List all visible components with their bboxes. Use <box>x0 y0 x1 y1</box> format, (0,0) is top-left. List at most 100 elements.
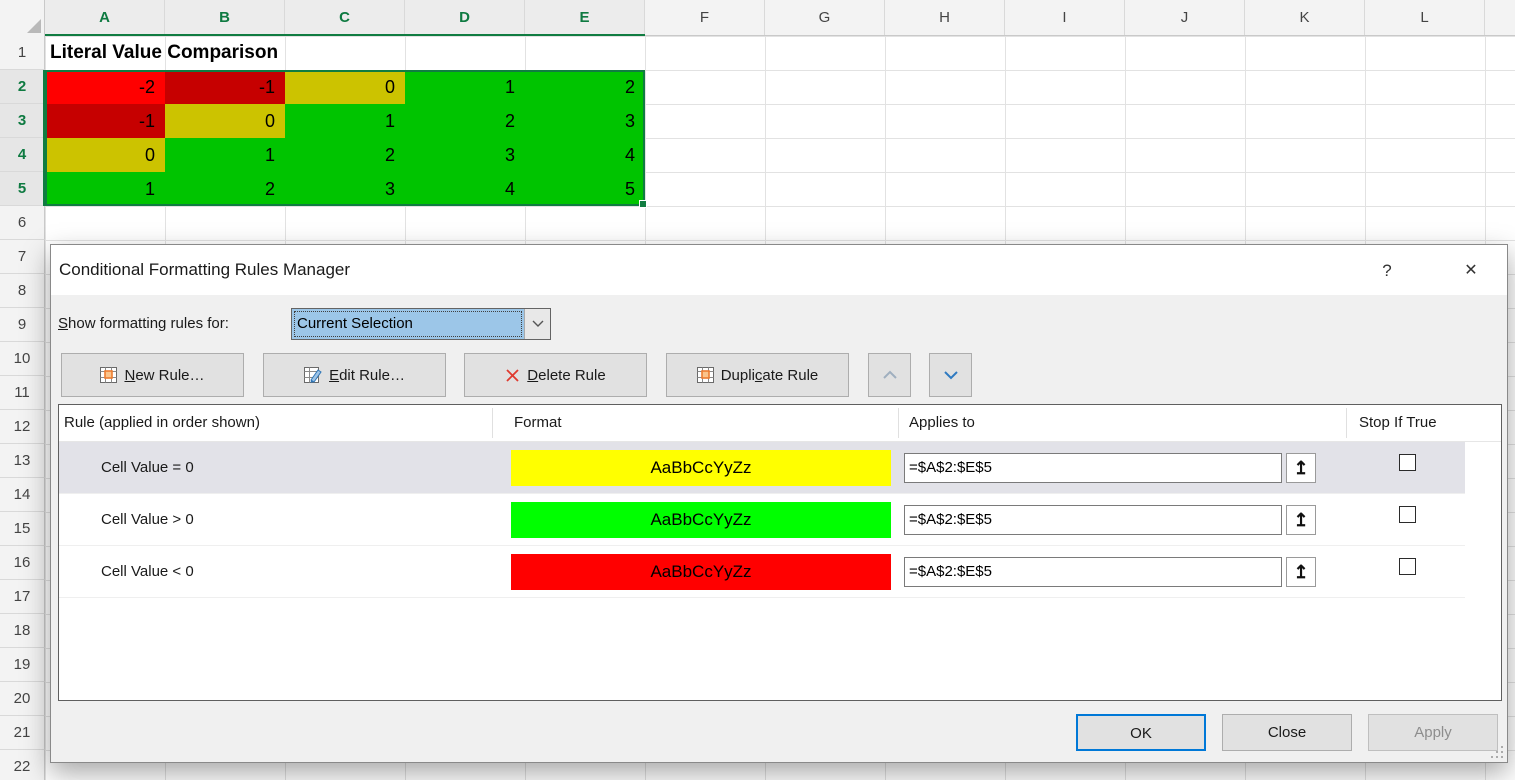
grid-cell[interactable]: 2 <box>405 104 525 138</box>
rules-list: Rule (applied in order shown) Format App… <box>58 404 1502 701</box>
grid-cell[interactable]: -1 <box>165 70 285 104</box>
resize-grip[interactable] <box>1491 746 1504 759</box>
dialog-titlebar[interactable] <box>51 245 1507 295</box>
selected-rows-bar <box>43 70 45 206</box>
range-picker-icon: ↥ <box>1293 562 1309 582</box>
dropdown-arrow-button[interactable] <box>524 309 550 339</box>
grid-cell[interactable]: 0 <box>285 70 405 104</box>
grid-cell[interactable]: 3 <box>525 104 645 138</box>
fill-handle[interactable] <box>639 200 647 208</box>
select-all-triangle-icon <box>27 19 41 33</box>
close-button[interactable]: Close <box>1222 714 1352 751</box>
row-header-6[interactable]: 6 <box>0 206 45 240</box>
row-header-22[interactable]: 22 <box>0 750 45 780</box>
row-header-10[interactable]: 10 <box>0 342 45 376</box>
chevron-up-icon <box>882 370 897 379</box>
row-header-15[interactable]: 15 <box>0 512 45 546</box>
row-header-19[interactable]: 19 <box>0 648 45 682</box>
rule-condition: Cell Value = 0 <box>101 459 194 476</box>
move-rule-up-button[interactable] <box>868 353 911 397</box>
applies-to-input[interactable]: =$A$2:$E$5 <box>904 453 1282 483</box>
rule-row[interactable]: Cell Value < 0 AaBbCcYyZz =$A$2:$E$5 ↥ <box>59 546 1465 598</box>
cell-a1-title[interactable]: Literal Value Comparison <box>50 42 279 63</box>
grid-cell[interactable]: 2 <box>285 138 405 172</box>
grid-cell[interactable]: -2 <box>45 70 165 104</box>
header-separator <box>492 408 493 438</box>
rule-row[interactable]: Cell Value > 0 AaBbCcYyZz =$A$2:$E$5 ↥ <box>59 494 1465 546</box>
column-header-d[interactable]: D <box>405 0 525 35</box>
grid-cell[interactable]: -1 <box>45 104 165 138</box>
row-header-13[interactable]: 13 <box>0 444 45 478</box>
range-picker-icon: ↥ <box>1293 458 1309 478</box>
range-picker-button[interactable]: ↥ <box>1286 453 1316 483</box>
stop-if-true-checkbox[interactable] <box>1399 506 1416 523</box>
column-header-a[interactable]: A <box>45 0 165 35</box>
column-header-h[interactable]: H <box>885 0 1005 35</box>
range-picker-icon: ↥ <box>1293 510 1309 530</box>
column-header-f[interactable]: F <box>645 0 765 35</box>
row-header-16[interactable]: 16 <box>0 546 45 580</box>
grid-cell[interactable]: 2 <box>165 172 285 206</box>
help-icon[interactable]: ? <box>1382 261 1392 280</box>
grid-cell[interactable]: 3 <box>405 138 525 172</box>
column-header-e[interactable]: E <box>525 0 645 35</box>
range-picker-button[interactable]: ↥ <box>1286 557 1316 587</box>
row-header-18[interactable]: 18 <box>0 614 45 648</box>
column-header-k[interactable]: K <box>1245 0 1365 35</box>
header-divider <box>59 441 1501 442</box>
rule-condition: Cell Value < 0 <box>101 563 194 580</box>
row-header-4[interactable]: 4 <box>0 138 45 172</box>
edit-rule-button[interactable]: Edit Rule… <box>263 353 446 397</box>
move-rule-down-button[interactable] <box>929 353 972 397</box>
show-formatting-rules-label: Show formatting rules for: <box>58 315 229 332</box>
row-header-21[interactable]: 21 <box>0 716 45 750</box>
rule-row[interactable]: Cell Value = 0 AaBbCcYyZz =$A$2:$E$5 ↥ <box>59 442 1465 494</box>
new-rule-table-icon <box>100 367 118 383</box>
column-header-l[interactable]: L <box>1365 0 1485 35</box>
row-header-9[interactable]: 9 <box>0 308 45 342</box>
ok-button[interactable]: OK <box>1076 714 1206 751</box>
apply-button[interactable]: Apply <box>1368 714 1498 751</box>
applies-to-input[interactable]: =$A$2:$E$5 <box>904 505 1282 535</box>
grid-cell[interactable]: 0 <box>165 104 285 138</box>
delete-rule-button[interactable]: Delete Rule <box>464 353 647 397</box>
row-header-12[interactable]: 12 <box>0 410 45 444</box>
select-all-corner[interactable] <box>0 0 45 36</box>
grid-cell[interactable]: 1 <box>165 138 285 172</box>
column-header-c[interactable]: C <box>285 0 405 35</box>
duplicate-rule-button[interactable]: Duplicate Rule <box>666 353 849 397</box>
grid-cell[interactable]: 1 <box>45 172 165 206</box>
col-header-rule: Rule (applied in order shown) <box>64 414 260 431</box>
grid-cell[interactable]: 4 <box>405 172 525 206</box>
row-header-11[interactable]: 11 <box>0 376 45 410</box>
stop-if-true-checkbox[interactable] <box>1399 558 1416 575</box>
column-header-g[interactable]: G <box>765 0 885 35</box>
column-header-b[interactable]: B <box>165 0 285 35</box>
grid-cell[interactable]: 5 <box>525 172 645 206</box>
applies-to-input[interactable]: =$A$2:$E$5 <box>904 557 1282 587</box>
column-header-j[interactable]: J <box>1125 0 1245 35</box>
row-header-20[interactable]: 20 <box>0 682 45 716</box>
row-header-5[interactable]: 5 <box>0 172 45 206</box>
row-header-14[interactable]: 14 <box>0 478 45 512</box>
row-header-8[interactable]: 8 <box>0 274 45 308</box>
row-header-1[interactable]: 1 <box>0 36 45 70</box>
grid-cell[interactable]: 3 <box>285 172 405 206</box>
new-rule-button[interactable]: New Rule… <box>61 353 244 397</box>
rule-condition: Cell Value > 0 <box>101 511 194 528</box>
edit-rule-label: Edit Rule… <box>329 366 405 384</box>
show-rules-for-dropdown[interactable]: Current Selection <box>291 308 551 340</box>
row-header-7[interactable]: 7 <box>0 240 45 274</box>
grid-cell[interactable]: 0 <box>45 138 165 172</box>
column-header-i[interactable]: I <box>1005 0 1125 35</box>
row-header-3[interactable]: 3 <box>0 104 45 138</box>
grid-cell[interactable]: 1 <box>405 70 525 104</box>
grid-cell[interactable]: 4 <box>525 138 645 172</box>
range-picker-button[interactable]: ↥ <box>1286 505 1316 535</box>
grid-cell[interactable]: 1 <box>285 104 405 138</box>
close-icon[interactable]: ✕ <box>1464 262 1478 279</box>
grid-cell[interactable]: 2 <box>525 70 645 104</box>
row-header-17[interactable]: 17 <box>0 580 45 614</box>
stop-if-true-checkbox[interactable] <box>1399 454 1416 471</box>
row-header-2[interactable]: 2 <box>0 70 45 104</box>
